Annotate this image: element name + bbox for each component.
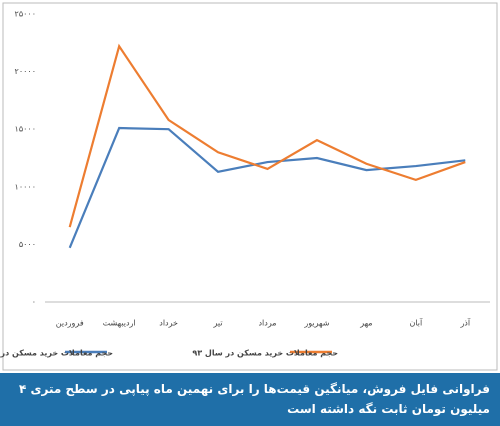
- x-tick-label: آذر: [459, 318, 470, 328]
- legend-label: حجم معاملات خرید مسکن در سال ۹۳: [192, 349, 338, 358]
- y-tick-label: ۱۰۰۰۰: [15, 182, 36, 191]
- series-line: [68, 126, 466, 249]
- x-tick-label: خرداد: [159, 319, 178, 328]
- x-tick-label: مرداد: [258, 319, 276, 328]
- y-tick-label: ۰: [32, 298, 36, 307]
- x-tick-label: مهر: [359, 319, 372, 328]
- chart: ۰ ۵۰۰۰ ۱۰۰۰۰ ۱۵۰۰۰ ۲۰۰۰۰ ۲۵۰۰۰ فروردین اردیبهشت…: [0, 2, 498, 371]
- caption: فراوانی فایل فروش، میانگین قیمت‌ها را بر…: [0, 373, 500, 426]
- x-tick-label: فروردین: [56, 319, 84, 328]
- chart-frame: [2, 2, 498, 371]
- legend-label: حجم معاملات خرید مسکن در سال ۹۴، فقره مب…: [0, 349, 113, 358]
- y-tick-label: ۱۵۰۰۰: [15, 125, 36, 134]
- x-tick-label: شهریور: [303, 319, 329, 328]
- y-tick-label: ۲۵۰۰۰: [15, 10, 36, 19]
- x-tick-label: تیر: [213, 319, 223, 328]
- y-tick-label: ۲۰۰۰۰: [15, 67, 36, 76]
- y-tick-label: ۵۰۰۰: [19, 240, 36, 249]
- x-tick-label: اردیبهشت: [103, 319, 136, 328]
- x-tick-label: آبان: [409, 318, 423, 328]
- series-line: [68, 43, 466, 228]
